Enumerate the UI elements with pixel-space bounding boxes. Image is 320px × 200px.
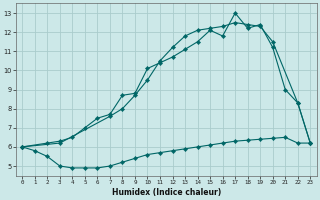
X-axis label: Humidex (Indice chaleur): Humidex (Indice chaleur): [112, 188, 221, 197]
